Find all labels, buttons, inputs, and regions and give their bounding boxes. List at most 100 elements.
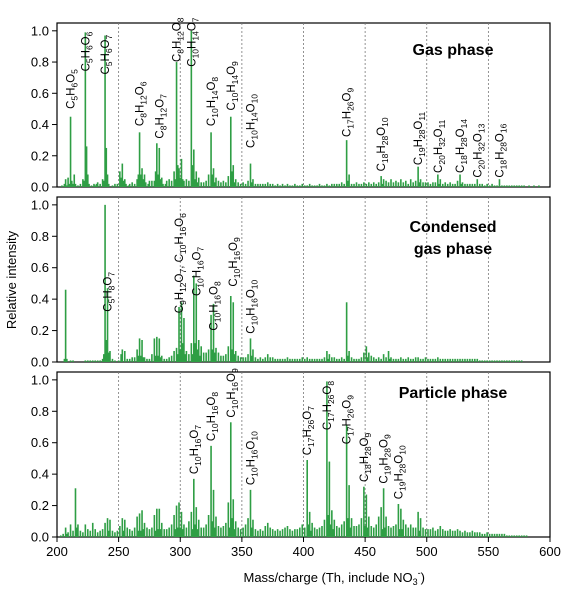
peak-bar (69, 116, 72, 187)
peak-bar (338, 527, 341, 537)
peak-bar (202, 527, 205, 537)
peak-bar (237, 527, 239, 537)
peak-bar (73, 174, 76, 187)
peak-bar (437, 357, 439, 362)
peak-label: C10H16O9 (226, 368, 240, 418)
peak-bar (397, 358, 400, 362)
peak-label: C10H16O7 (191, 246, 205, 296)
peak-bar (160, 522, 163, 537)
peak-bar (64, 289, 67, 362)
peak-bar (233, 182, 236, 187)
peak-bar (178, 502, 180, 537)
peak-bar (153, 515, 156, 537)
peak-bar (175, 505, 178, 537)
peak-bar (501, 533, 503, 537)
peak-bar (414, 527, 417, 537)
peak-bar (269, 527, 272, 537)
peak-bar (101, 179, 104, 187)
peak-bar (343, 521, 345, 537)
peak-bar (107, 352, 110, 362)
peak-bar (301, 183, 304, 187)
peak-bar (121, 163, 124, 187)
peak-bar (148, 358, 151, 362)
peak-bar (200, 346, 203, 362)
peak-bar (257, 530, 259, 537)
peak-bar (395, 524, 397, 537)
peak-bar (88, 183, 90, 187)
peak-bar (498, 360, 501, 362)
peak-bar (429, 183, 432, 187)
peak-bar (417, 166, 419, 187)
peak-bar (225, 354, 227, 362)
peak-bar (503, 185, 506, 187)
peak-bar (120, 354, 122, 362)
peak-bar (128, 529, 131, 537)
peak-bar (520, 360, 523, 362)
peak-bar (513, 535, 516, 537)
peak-bar (414, 180, 417, 187)
peak-bar (271, 529, 274, 537)
peak-bar (210, 445, 212, 537)
peak-bar (461, 532, 464, 537)
peak-bar (400, 179, 402, 187)
peak-bar (424, 182, 427, 187)
peak-bar (67, 532, 69, 537)
peak-bar (459, 174, 461, 187)
peak-bar (311, 522, 313, 537)
peak-bar (87, 174, 89, 187)
peak-bar (109, 351, 111, 362)
peak-bar (474, 183, 476, 187)
peak-bar (220, 182, 222, 187)
peak-bar (316, 529, 318, 537)
peak-bar (387, 351, 390, 362)
peak-bars (61, 30, 540, 187)
peak-bar (205, 524, 207, 537)
peak-bar (303, 358, 306, 362)
peak-bar (212, 303, 215, 362)
peak-bar (335, 183, 338, 187)
peak-bar (375, 524, 378, 537)
peak-bar (181, 179, 184, 187)
peak-bar (446, 183, 449, 187)
peak-label: C10H16O9 (228, 237, 242, 287)
peak-bar (234, 179, 237, 187)
peak-bar (518, 360, 520, 362)
peak-bar (476, 532, 479, 537)
peak-bar (94, 529, 97, 537)
peak-bar (200, 182, 203, 187)
peak-bar (228, 527, 231, 537)
peak-bar (142, 529, 145, 537)
peak-bar (326, 381, 328, 537)
peak-bar (380, 176, 382, 187)
peak-bar (274, 530, 276, 537)
peak-bar (476, 179, 479, 187)
peak-bar (464, 358, 466, 362)
peak-bar (449, 182, 451, 187)
peak-bar (318, 183, 321, 187)
peak-bar (215, 347, 217, 362)
peak-bar (266, 354, 269, 362)
peak-bar (82, 532, 84, 537)
peak-bar (444, 182, 447, 187)
peak-bar (350, 183, 353, 187)
peak-bar (372, 357, 375, 362)
peak-bar (271, 183, 274, 187)
peak-bar (104, 204, 106, 362)
peak-bar (91, 360, 94, 362)
peak-bar (96, 532, 99, 537)
peak-bar (190, 30, 193, 187)
peak-bar (194, 179, 196, 187)
peak-bar (347, 518, 349, 537)
y-tick-label: 0.2 (31, 148, 49, 163)
peak-bar (525, 535, 528, 537)
peak-bar (308, 511, 311, 537)
peak-bar (345, 302, 348, 362)
peak-bar (419, 358, 422, 362)
peak-bar (183, 318, 185, 362)
peak-bar (159, 357, 162, 362)
peak-bar (286, 357, 289, 362)
peak-bar (213, 182, 216, 187)
peak-bar (381, 183, 384, 187)
peak-bar (444, 530, 447, 537)
